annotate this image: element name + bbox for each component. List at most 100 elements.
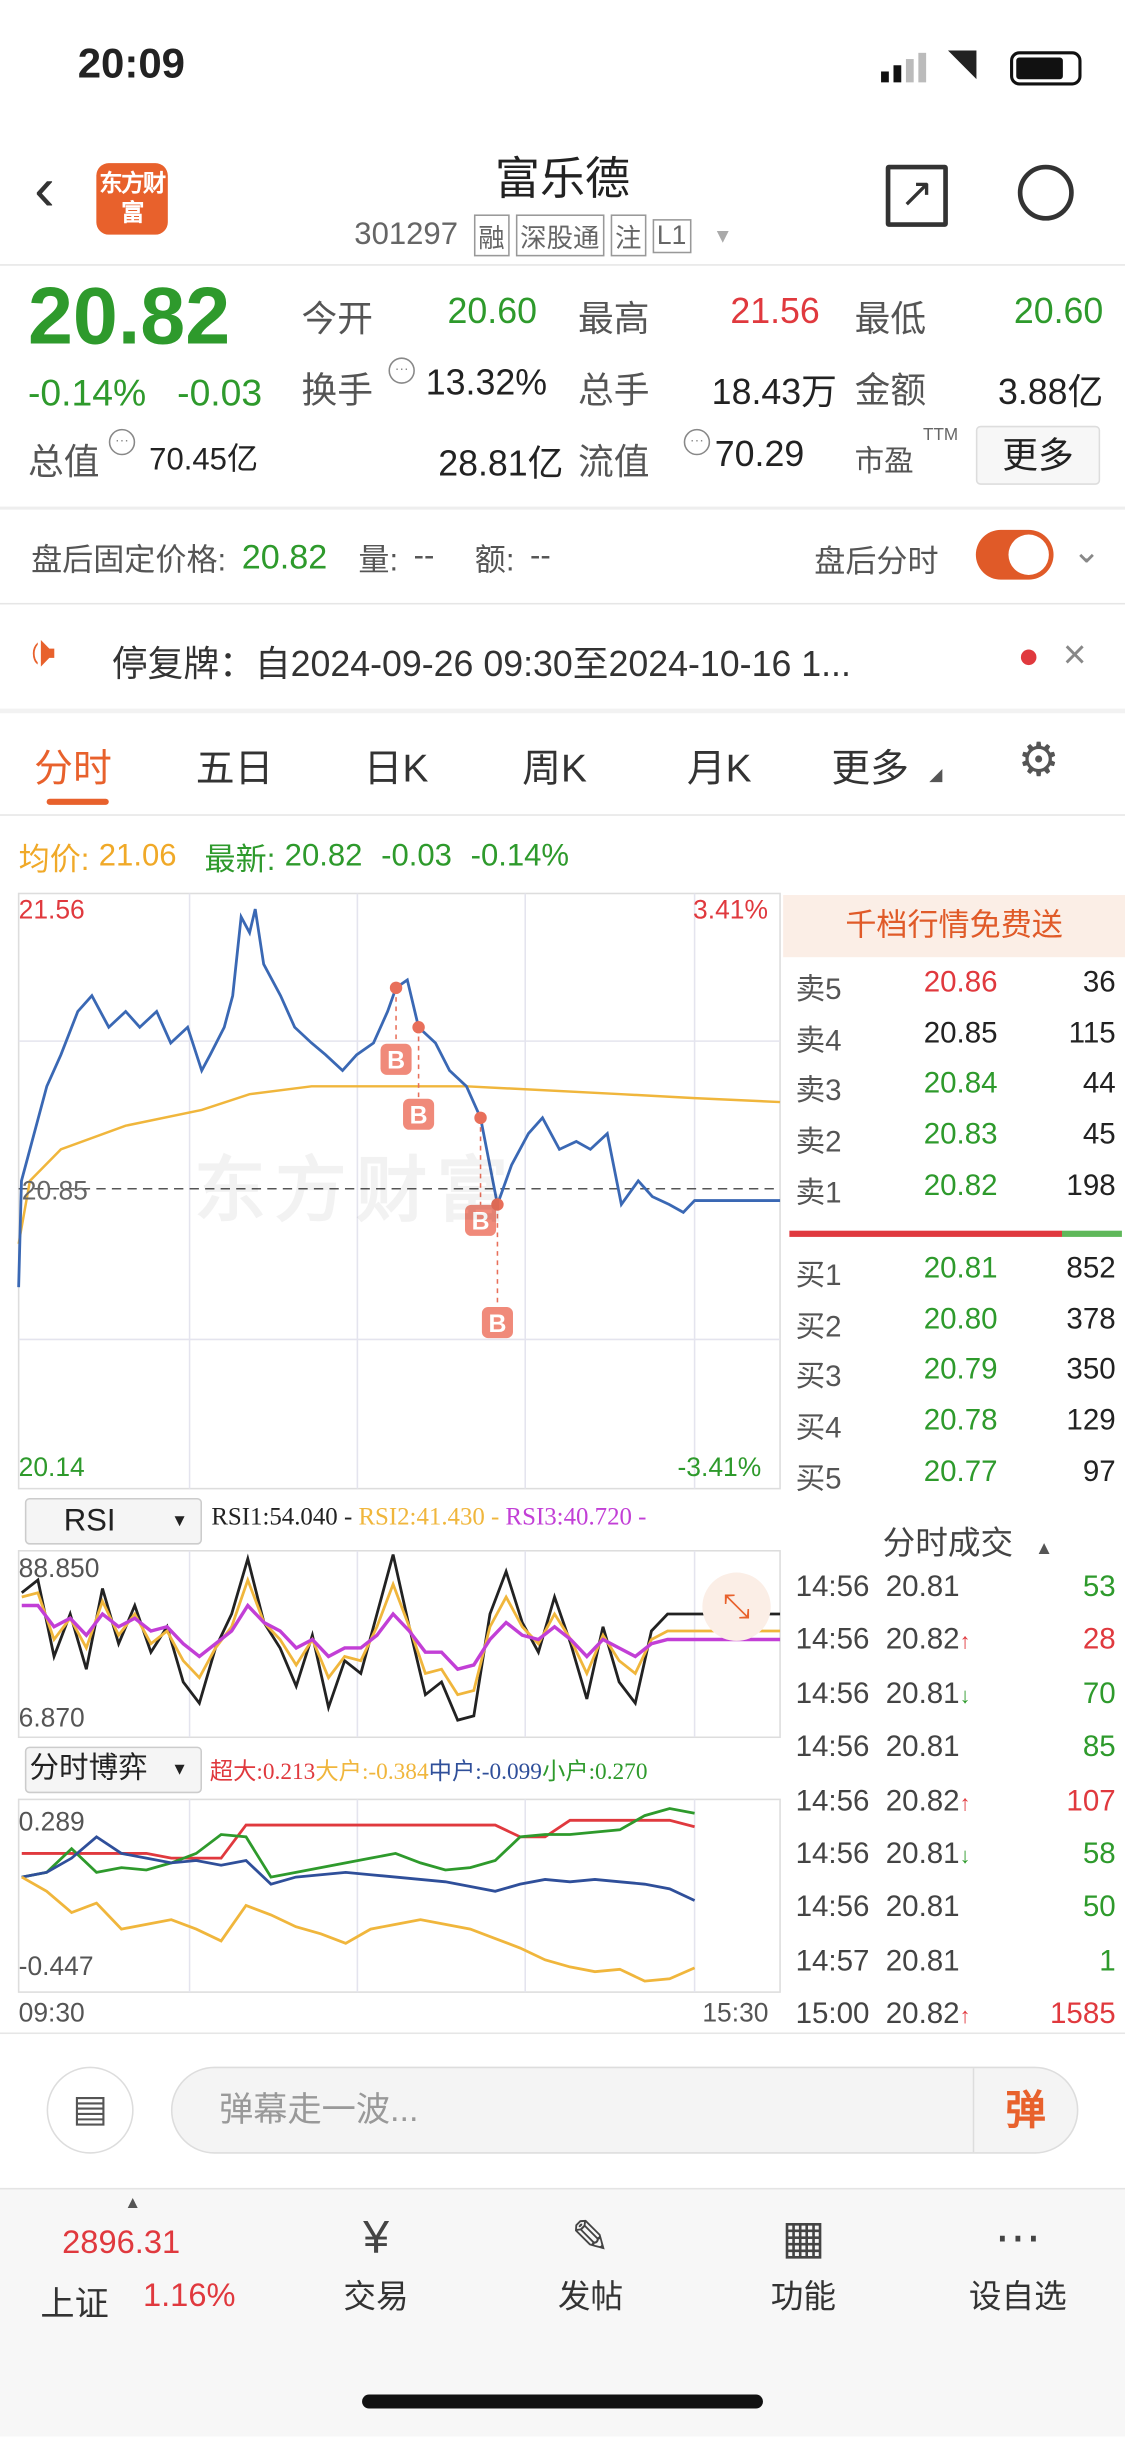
rsi-legend: RSI1:54.040 - RSI2:41.430 - RSI3:40.720 …: [211, 1504, 646, 1532]
trade-row: 14:56 20.81 50: [795, 1891, 1116, 1925]
after-hours-label: 盘后固定价格:: [31, 543, 227, 579]
trade-row: 14:56 20.82↑ 107: [795, 1784, 1116, 1818]
edit-icon: ✎: [570, 2212, 611, 2265]
tab-weekly-k[interactable]: 周K: [522, 747, 587, 791]
indicator-series-超大: [21, 1818, 695, 1860]
buy-signal-label: B: [488, 1310, 506, 1338]
indicator-series-RSI1: [20, 1553, 781, 1722]
danmaku-input[interactable]: 弹幕走一波...: [170, 2066, 1079, 2154]
danmaku-send-button[interactable]: 弹: [972, 2068, 1077, 2153]
buy-signal-marker: [380, 1043, 412, 1075]
time-axis-start: 09:30: [18, 1998, 85, 2028]
bid-row: 买5 20.77 97: [795, 1455, 1116, 1497]
rsi-axis-top: 88.850: [18, 1553, 100, 1584]
after-hours-toggle[interactable]: [975, 529, 1054, 580]
tag-level: L1: [652, 218, 691, 253]
pct-axis-top: 3.41%: [693, 895, 768, 925]
nav-add-watchlist[interactable]: ⋯ 设自选: [925, 2207, 1111, 2319]
quote-label: 最低: [854, 298, 927, 339]
ask-row: 卖1 20.82 198: [795, 1169, 1116, 1211]
info-icon[interactable]: ···: [108, 428, 136, 456]
quote-value: 20.60: [447, 290, 537, 331]
buy-signal-marker: [481, 1307, 513, 1339]
flow-axis-bottom: -0.447: [18, 1951, 94, 1982]
change-value: -0.03: [177, 372, 263, 415]
chart-frame: [17, 1550, 781, 1739]
price-series-last: [17, 908, 781, 1288]
change-pct: -0.14%: [27, 372, 147, 415]
quote-label: 流值: [578, 441, 650, 482]
medium-legend: 中户:-0.099: [428, 1760, 542, 1786]
index-value[interactable]: 2896.31: [62, 2225, 181, 2261]
trade-icon: ¥: [363, 2212, 390, 2265]
bid-ask-ratio-bar: [789, 1230, 1122, 1237]
stock-code: 301297: [354, 217, 459, 252]
quote-label: 总值: [27, 441, 100, 482]
indicator-select-flow[interactable]: 分时博弈 ▼: [24, 1746, 203, 1794]
after-hours-bar: 盘后固定价格: 20.82 量: -- 额: --: [31, 535, 551, 580]
nav-trade[interactable]: ¥ 交易: [283, 2207, 469, 2319]
more-button[interactable]: 更多: [975, 425, 1101, 485]
chart-info-line: 均价: 21.06 最新: 20.82 -0.03 -0.14%: [19, 834, 569, 879]
back-button[interactable]: ‹: [34, 155, 55, 224]
trade-row: 14:57 20.81 1: [795, 1945, 1116, 1978]
quote-label: 最高: [578, 298, 650, 339]
suspension-notice[interactable]: 停复牌：自2024-09-26 09:30至2024-10-16 1...: [111, 643, 851, 684]
buy-signal-label: B: [387, 1047, 405, 1075]
ask-row: 卖4 20.85 115: [795, 1017, 1116, 1058]
quote-label: 换手: [301, 369, 373, 411]
speaker-icon: 🕩: [27, 627, 56, 676]
dropdown-icon[interactable]: ▼: [712, 223, 733, 248]
nav-functions[interactable]: ▦ 功能: [710, 2207, 896, 2319]
indicator-series-RSI2: [21, 1575, 781, 1697]
buy-signal-marker: [403, 1098, 435, 1130]
trade-row: 14:56 20.81↓ 58: [795, 1838, 1116, 1871]
index-name[interactable]: 上证: [40, 2284, 109, 2324]
rsi2-legend: RSI2:41.430 -: [358, 1504, 500, 1531]
chart-frame: [17, 892, 781, 1490]
close-icon[interactable]: ×: [1062, 630, 1087, 678]
tab-five-day[interactable]: 五日: [195, 747, 274, 791]
after-hours-amt: --: [530, 539, 551, 574]
quote-value: 70.29: [714, 433, 805, 474]
latest-label: 最新:: [204, 843, 276, 878]
last-price: 20.82: [27, 271, 231, 363]
level2-promo[interactable]: 千档行情免费送: [783, 895, 1125, 958]
expand-chevron-icon[interactable]: ⌄: [1072, 531, 1101, 571]
trade-row: 14:56 20.81↓ 70: [795, 1677, 1116, 1711]
fullscreen-expand-icon[interactable]: ⤡: [702, 1572, 771, 1641]
search-icon[interactable]: [1017, 164, 1074, 221]
indicator-select-rsi[interactable]: RSI ▼: [24, 1497, 203, 1545]
more-dots-icon: ⋯: [994, 2212, 1042, 2265]
quote-value: 18.43万: [711, 371, 837, 412]
share-icon[interactable]: ↗: [885, 164, 948, 227]
nav-post[interactable]: ✎ 发帖: [497, 2207, 683, 2319]
info-icon[interactable]: ···: [683, 428, 711, 456]
quote-value: 20.60: [1013, 290, 1104, 331]
quote-value: 28.81亿: [438, 442, 564, 484]
quote-value: 70.45亿: [149, 442, 259, 478]
settings-gear-icon[interactable]: ⚙: [1017, 734, 1060, 787]
bid-row: 买2 20.80 378: [795, 1303, 1116, 1344]
small-legend: 小户:0.270: [541, 1760, 648, 1786]
indicator-series-大户: [21, 1875, 696, 1983]
chart-frame: [17, 1798, 781, 1993]
tab-daily-k[interactable]: 日K: [363, 747, 429, 791]
flow-legend: 超大:0.213 大户:-0.384 中户:-0.099 小户:0.270: [210, 1754, 648, 1787]
tab-more[interactable]: 更多: [831, 747, 910, 791]
tab-intraday[interactable]: 分时: [34, 747, 112, 791]
index-pct[interactable]: 1.16%: [142, 2278, 236, 2314]
buy-signal-marker: [465, 1204, 497, 1236]
trades-title[interactable]: 分时成交 ▲: [882, 1525, 1054, 1562]
status-time: 20:09: [77, 40, 186, 88]
tab-monthly-k[interactable]: 月K: [686, 747, 752, 791]
bid-row: 买1 20.81 852: [795, 1252, 1116, 1293]
prev-close-label: 20.85: [21, 1176, 88, 1206]
price-axis-top: 21.56: [18, 895, 85, 925]
ask-row: 卖5 20.86 36: [795, 966, 1116, 1007]
bid-row: 买4 20.78 129: [795, 1404, 1116, 1446]
info-icon[interactable]: ···: [388, 357, 415, 384]
time-axis-end: 15:30: [702, 1998, 769, 2028]
danmaku-settings-icon[interactable]: ▤: [46, 2066, 134, 2154]
